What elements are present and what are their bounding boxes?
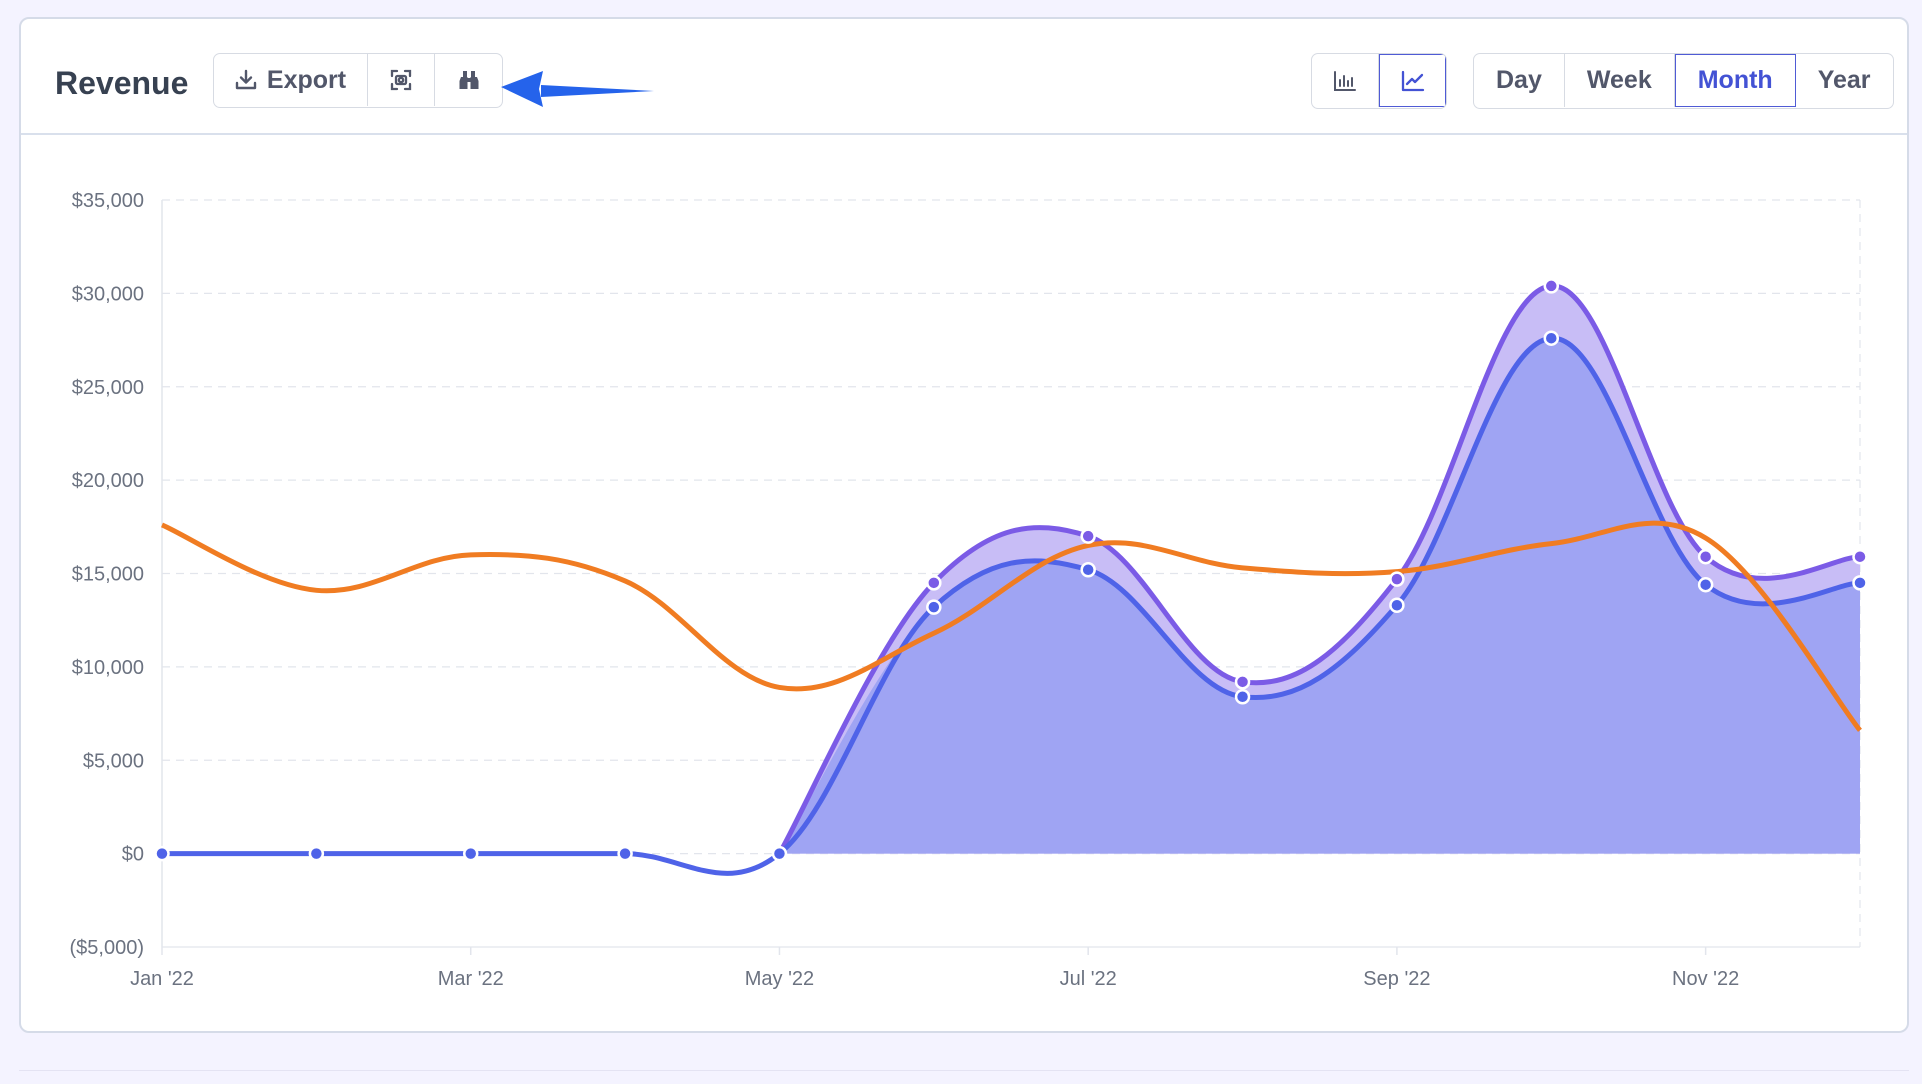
- screenshot-icon: [389, 68, 413, 92]
- point-base: [462, 845, 479, 862]
- x-tick-label: Nov '22: [1672, 968, 1739, 990]
- y-tick-label: $0: [122, 844, 144, 866]
- point-total: [926, 575, 942, 591]
- bar-chart-toggle[interactable]: [1312, 54, 1379, 107]
- point-base: [1234, 689, 1251, 705]
- period-switch: Day Week Month Year: [1473, 53, 1894, 109]
- line-chart-icon: [1401, 70, 1425, 92]
- point-total: [1697, 548, 1714, 565]
- y-tick-label: $25,000: [72, 377, 144, 399]
- area-base: [779, 338, 1860, 854]
- point-base: [308, 845, 325, 862]
- point-base: [771, 845, 788, 862]
- revenue-chart: $35,000 $30,000 $25,000 $20,000 $15,000 $10,0…: [70, 190, 1868, 990]
- export-label: Export: [266, 65, 347, 94]
- bar-chart-icon: [1333, 70, 1357, 92]
- x-tick-label: Jan '22: [130, 968, 194, 990]
- export-button[interactable]: Export: [214, 54, 368, 106]
- point-base: [154, 845, 170, 862]
- line-chart-toggle[interactable]: [1379, 54, 1446, 107]
- point-base: [1389, 597, 1405, 613]
- toolbar: Export: [213, 53, 503, 108]
- y-tick-label: $35,000: [72, 190, 144, 212]
- series-line-orange: [161, 520, 1862, 732]
- annotation-arrow-icon: [501, 71, 654, 107]
- binoculars-button[interactable]: [435, 54, 502, 106]
- period-week-button[interactable]: Week: [1565, 54, 1675, 107]
- x-tick-label: Jul '22: [1060, 968, 1117, 990]
- point-total: [1080, 528, 1096, 544]
- y-tick-label: ($5,000): [70, 937, 145, 959]
- point-base: [1697, 576, 1714, 593]
- x-tick-label: May '22: [745, 968, 814, 990]
- chart-type-switch: [1311, 53, 1447, 109]
- y-tick-label: $5,000: [83, 750, 144, 772]
- y-tick-label: $10,000: [72, 657, 144, 679]
- revenue-card: Revenue Export: [19, 17, 1909, 1033]
- point-total: [1543, 278, 1560, 294]
- x-tick-label: Mar '22: [438, 968, 504, 990]
- point-total: [1389, 571, 1405, 587]
- point-base: [1080, 562, 1096, 578]
- period-day-button[interactable]: Day: [1474, 54, 1565, 107]
- point-total: [1852, 548, 1868, 565]
- screenshot-button[interactable]: [368, 54, 435, 106]
- point-base: [926, 599, 942, 615]
- binoculars-icon: [457, 68, 481, 92]
- x-tick-label: Sep '22: [1363, 968, 1430, 990]
- download-icon: [235, 69, 257, 91]
- page-title: Revenue: [55, 65, 189, 101]
- y-tick-label: $15,000: [72, 564, 144, 586]
- point-total: [1234, 674, 1251, 690]
- period-year-button[interactable]: Year: [1817, 66, 1871, 94]
- point-base: [617, 845, 633, 862]
- card-header: Revenue Export: [21, 19, 1907, 135]
- series-line-total: [777, 283, 1861, 855]
- page-divider: [19, 1070, 1909, 1071]
- period-month-button[interactable]: Month: [1674, 54, 1796, 107]
- point-base: [1852, 575, 1868, 591]
- point-base: [1543, 330, 1560, 346]
- y-tick-label: $30,000: [72, 283, 144, 305]
- y-tick-label: $20,000: [72, 470, 144, 492]
